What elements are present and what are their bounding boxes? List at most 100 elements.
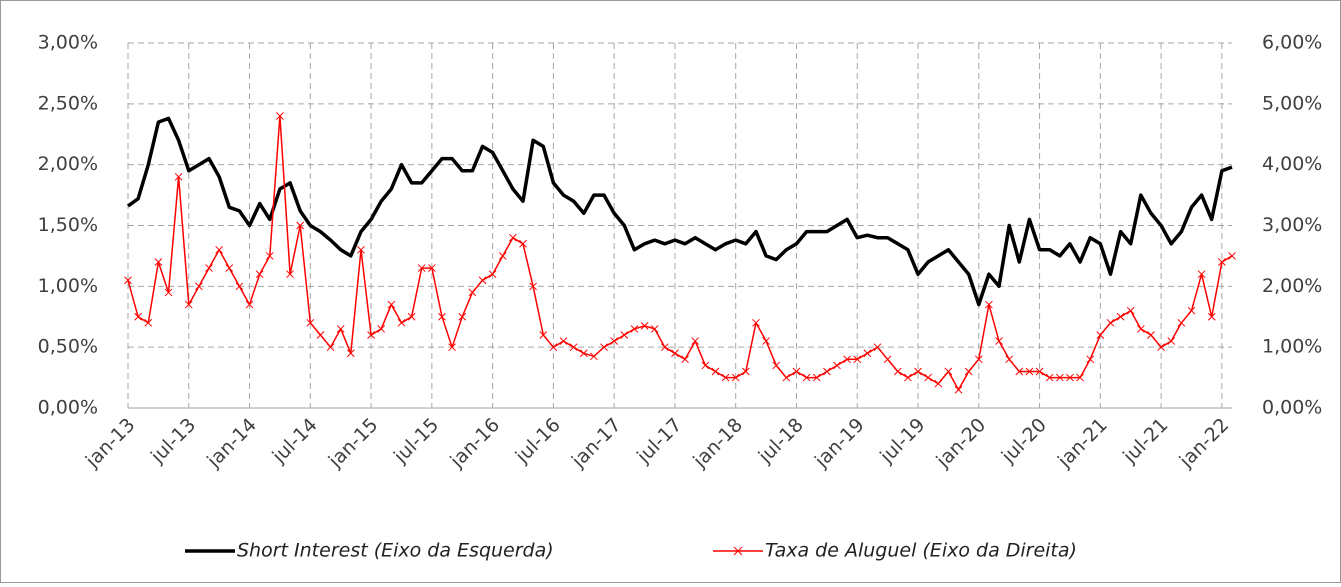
marker [812,373,821,382]
marker [478,276,487,285]
marker [610,337,619,345]
marker [144,318,153,327]
marker [1106,318,1115,327]
marker [772,361,781,370]
y2-tick-label: 0,00% [1262,397,1322,419]
marker [823,367,831,376]
y2-tick-label: 6,00% [1262,32,1322,54]
marker [1035,367,1044,376]
y-tick-label: 2,50% [38,92,98,114]
marker [1096,331,1105,339]
marker [1157,343,1165,352]
marker [1197,270,1206,279]
marker [539,331,548,339]
y-tick-label: 1,00% [38,275,98,297]
marker [134,312,142,321]
marker [731,373,740,382]
marker [924,373,933,382]
marker [681,355,689,364]
y-tick-label: 2,00% [38,153,98,175]
marker [1187,306,1196,315]
marker [995,337,1003,345]
marker [1015,367,1024,376]
marker [195,282,203,291]
marker [590,352,598,361]
marker [752,318,760,327]
marker [1005,355,1014,364]
marker [458,312,467,321]
y-tick-label: 3,00% [38,32,98,54]
marker [205,264,213,272]
marker [549,343,558,352]
marker [701,361,710,370]
marker [296,221,305,230]
marker [215,245,224,254]
marker [377,325,386,333]
marker [964,367,973,376]
marker [833,361,841,370]
marker [1218,258,1226,266]
marker [954,385,963,394]
marker [630,325,639,333]
marker [1086,355,1095,364]
marker [1025,367,1034,376]
marker [154,258,163,266]
marker [164,288,173,297]
marker [235,282,244,291]
y2-tick-label: 5,00% [1262,92,1322,114]
legend-marker [733,546,743,556]
marker [600,343,608,352]
marker [1055,373,1064,382]
marker [691,337,700,345]
marker [1066,373,1074,382]
marker [306,318,315,327]
marker [863,349,872,358]
marker [711,367,720,376]
marker [468,288,477,297]
marker [1147,331,1155,339]
marker [255,270,264,279]
marker [671,349,679,358]
marker [448,343,456,352]
marker [1177,318,1186,327]
marker [944,367,953,376]
marker [843,355,851,364]
marker [367,331,375,339]
marker [438,312,446,321]
marker [1116,312,1125,321]
marker [265,252,274,260]
marker [650,325,659,333]
marker [529,282,537,291]
marker [124,276,132,285]
marker [569,343,578,352]
marker [184,300,193,309]
marker [276,112,284,120]
y-tick-label: 0,50% [38,336,98,358]
legend-label: Short Interest (Eixo da Esquerda) [237,540,554,562]
legend-label: Taxa de Aluguel (Eixo da Direita) [765,540,1077,562]
marker [1167,337,1176,345]
marker [286,270,294,279]
marker [387,300,396,309]
marker [640,322,649,330]
marker [904,373,912,382]
marker [1045,373,1054,382]
y-tick-label: 1,50% [38,214,98,236]
marker [225,264,234,272]
marker [417,264,426,272]
marker [488,270,497,279]
marker [762,337,770,345]
y2-tick-label: 1,00% [1262,336,1322,358]
marker [782,373,791,382]
marker [579,349,588,358]
marker [660,343,669,352]
marker [1136,325,1145,333]
marker [934,379,943,388]
marker [974,355,983,364]
marker [792,367,801,376]
marker [245,300,254,309]
marker [1076,373,1084,382]
marker [316,331,325,339]
marker [407,312,416,321]
